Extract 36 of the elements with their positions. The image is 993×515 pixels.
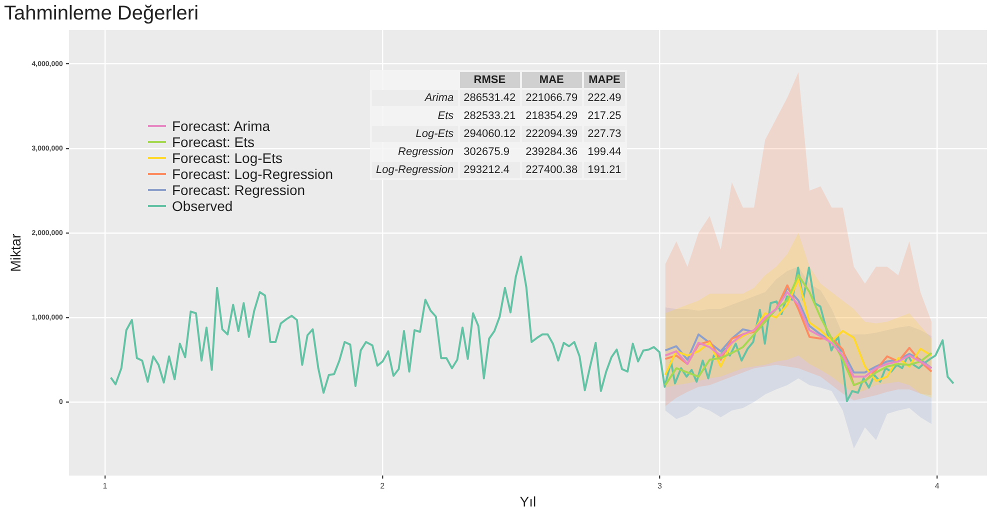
annotation: 294060.12 (460, 126, 520, 142)
annotation: 222094.39 (522, 126, 582, 142)
y-axis-title: Miktar (7, 233, 24, 272)
annotation: 218354.29 (524, 109, 579, 124)
chart-title: Tahminleme Değerleri (4, 2, 199, 25)
legend-label: Forecast: Regression (172, 182, 306, 198)
annotation: 302675.9 (462, 145, 511, 160)
legend-label: Observed (172, 198, 233, 214)
legend-label: Forecast: Log-Ets (172, 150, 282, 166)
annotation: MAE (522, 72, 582, 88)
annotation: MAPE (584, 72, 626, 88)
x-tick-label: 2 (380, 482, 386, 491)
annotation: 199.44 (586, 145, 622, 160)
annotation: 227400.38 (522, 162, 582, 178)
annotation: 217.25 (586, 109, 622, 124)
x-tick-label: 1 (102, 482, 108, 491)
annotation: 239284.36 (524, 145, 579, 160)
x-tick-label: 3 (657, 482, 662, 491)
annotation: Regression (397, 145, 455, 160)
annotation: 222.49 (584, 90, 626, 106)
annotation: 282533.21 (462, 109, 517, 124)
annotation: RMSE (460, 72, 520, 88)
annotation: Ets (436, 109, 455, 124)
annotation: 221066.79 (522, 90, 582, 106)
annotation: Log-Ets (372, 126, 458, 142)
legend-label: Forecast: Arima (172, 118, 270, 134)
annotation: 191.21 (584, 162, 626, 178)
annotation: Arima (372, 90, 458, 106)
annotation: 293212.4 (460, 162, 520, 178)
annotation: Log-Regression (372, 162, 458, 178)
x-tick-label: 4 (934, 482, 940, 491)
x-axis-title: Yıl (520, 493, 536, 510)
annotation: 286531.42 (460, 90, 520, 106)
annotation: 227.73 (584, 126, 626, 142)
legend-label: Forecast: Ets (172, 134, 254, 150)
legend-label: Forecast: Log-Regression (172, 166, 334, 182)
